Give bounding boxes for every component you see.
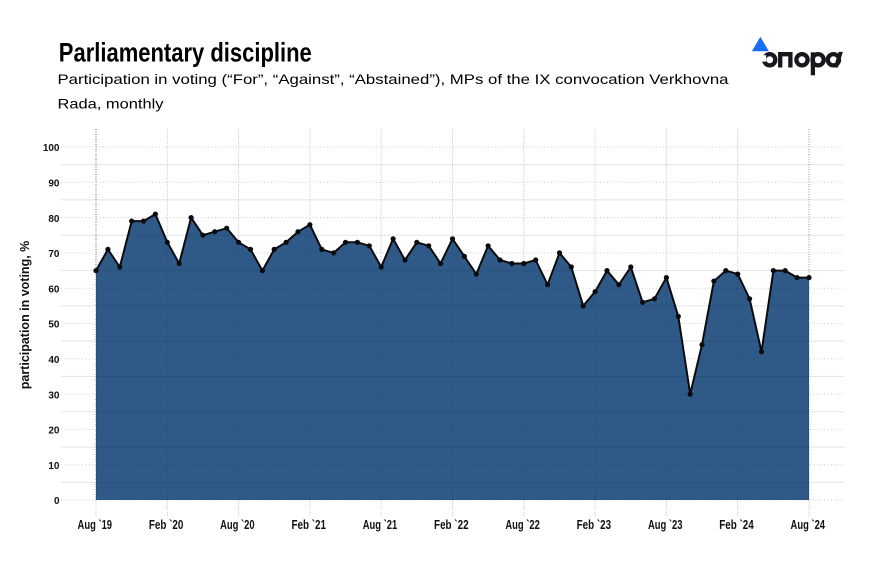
svg-text:Rada, monthly: Rada, monthly xyxy=(58,96,164,112)
svg-text:Aug `24: Aug `24 xyxy=(791,518,826,532)
svg-text:Feb `22: Feb `22 xyxy=(434,518,469,532)
svg-text:Parliamentary discipline: Parliamentary discipline xyxy=(59,37,312,67)
svg-text:0: 0 xyxy=(54,496,60,507)
svg-text:80: 80 xyxy=(48,214,60,225)
svg-text:participation in voting, %: participation in voting, % xyxy=(18,241,32,390)
svg-text:Aug `23: Aug `23 xyxy=(648,518,683,532)
svg-text:Aug `19: Aug `19 xyxy=(78,518,113,532)
svg-text:Aug `21: Aug `21 xyxy=(363,518,398,532)
svg-text:Participation in voting (“For”: Participation in voting (“For”, “Against… xyxy=(58,71,729,87)
svg-text:60: 60 xyxy=(48,284,60,295)
svg-text:40: 40 xyxy=(48,355,60,366)
svg-text:90: 90 xyxy=(48,179,60,190)
svg-text:Feb `24: Feb `24 xyxy=(719,518,754,532)
svg-text:Feb `23: Feb `23 xyxy=(577,518,612,532)
svg-text:50: 50 xyxy=(48,320,60,331)
svg-text:Aug `22: Aug `22 xyxy=(505,518,540,532)
svg-text:Aug `20: Aug `20 xyxy=(220,518,255,532)
svg-text:10: 10 xyxy=(48,461,60,472)
svg-text:20: 20 xyxy=(48,426,60,437)
svg-text:30: 30 xyxy=(48,390,60,401)
svg-text:100: 100 xyxy=(43,143,60,154)
svg-text:70: 70 xyxy=(48,249,60,260)
svg-text:Feb `21: Feb `21 xyxy=(291,518,326,532)
svg-text:Feb `20: Feb `20 xyxy=(149,518,184,532)
